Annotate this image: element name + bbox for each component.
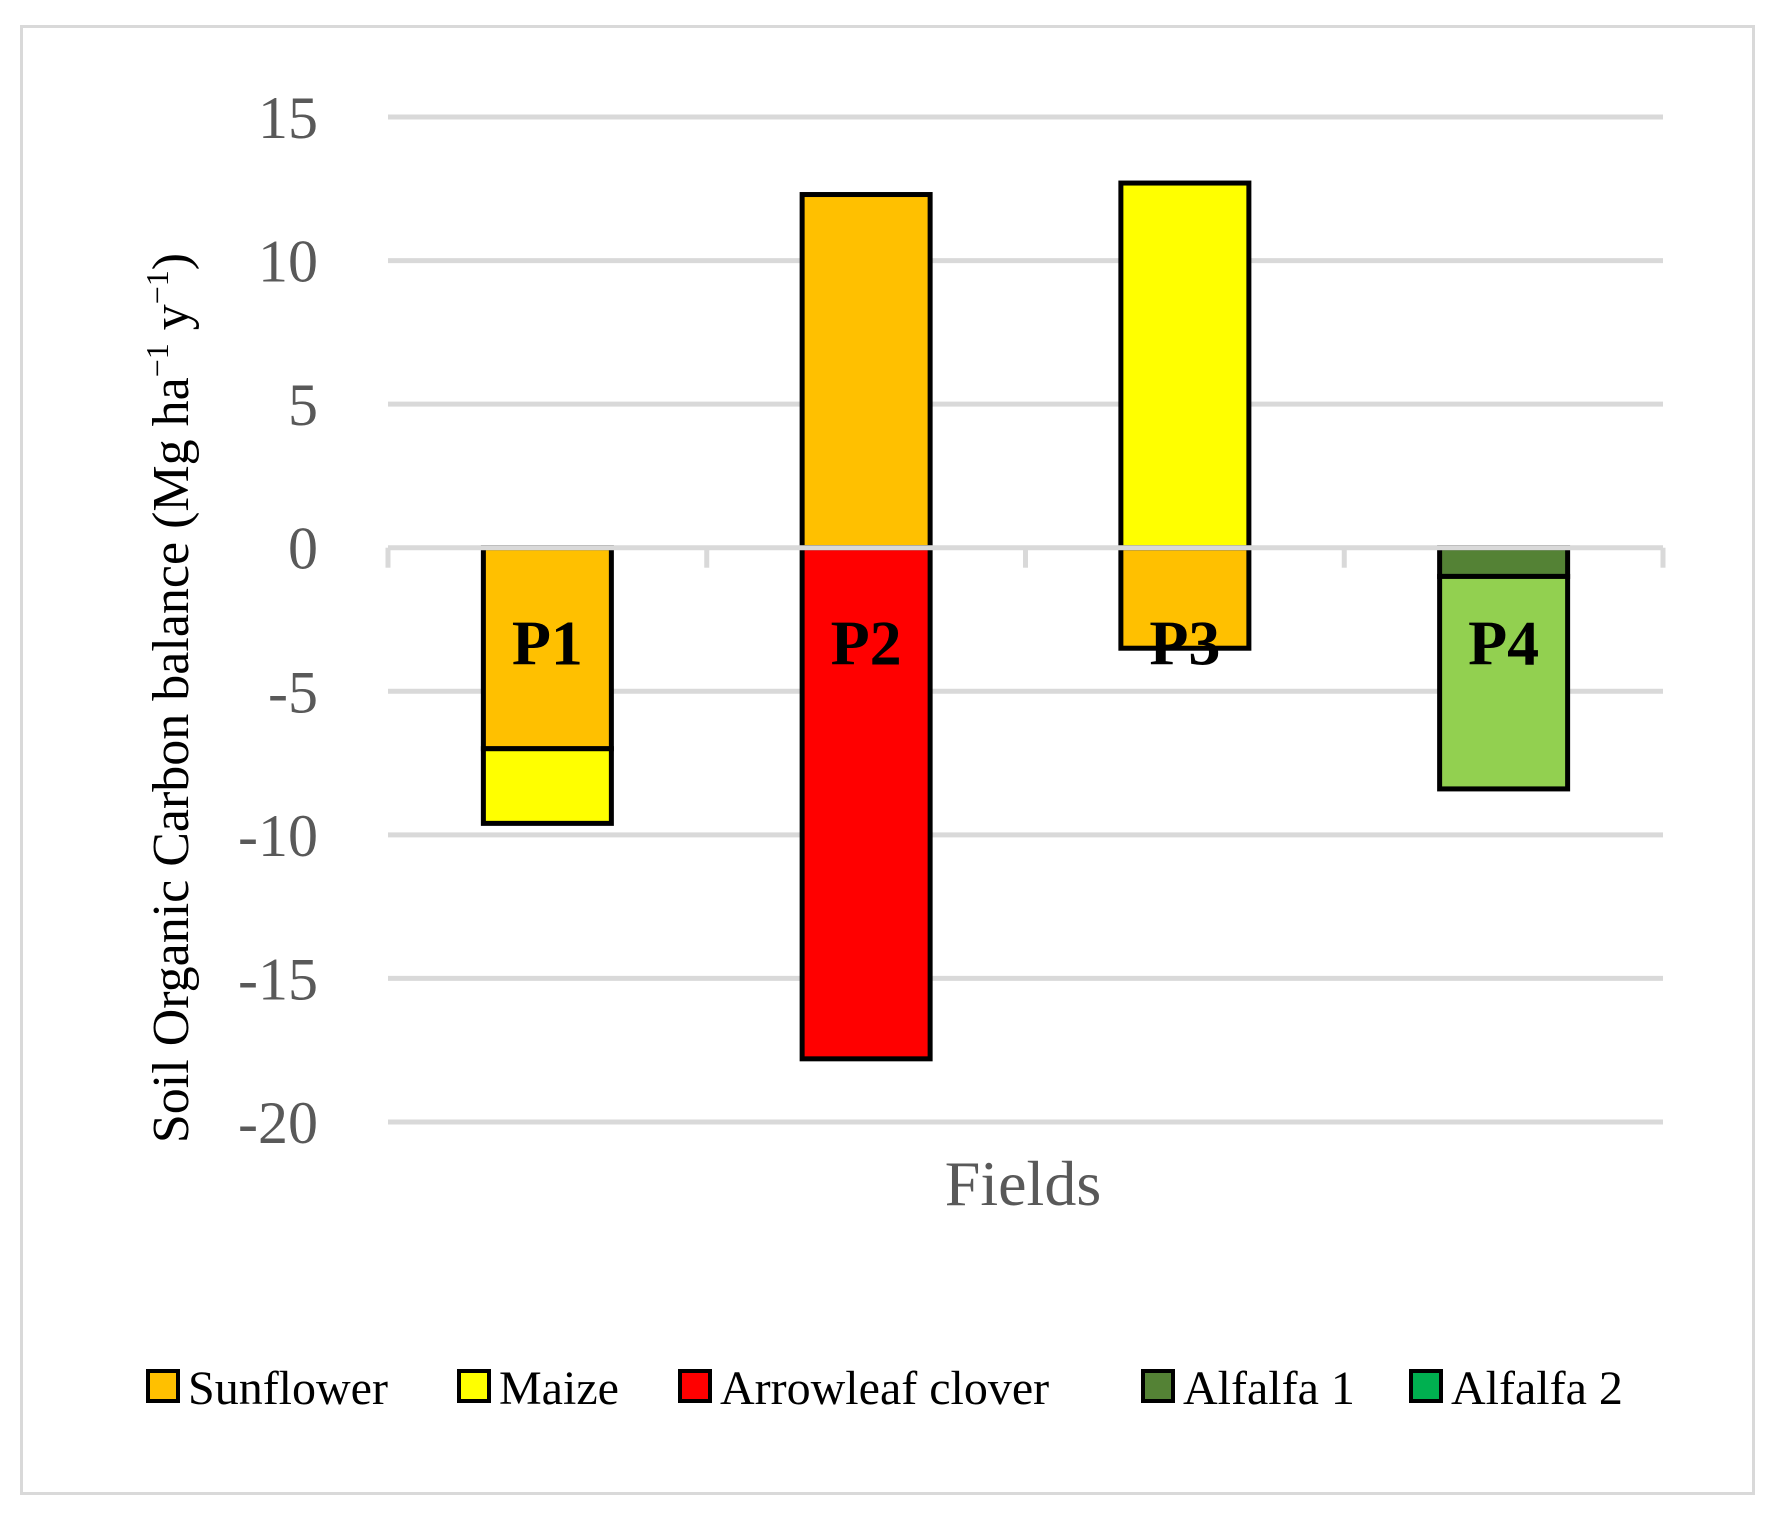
y-tick-label: -20 <box>238 1090 318 1156</box>
y-axis-title-end: ) <box>143 253 200 270</box>
field-label-p1: P1 <box>512 607 583 678</box>
legend-swatch <box>1409 1369 1443 1403</box>
y-tick-label: 0 <box>288 516 318 582</box>
gridlines <box>388 114 1663 1125</box>
bars <box>480 180 1571 1062</box>
bar-segment <box>1437 573 1571 792</box>
y-tick-label: 10 <box>258 229 318 295</box>
legend: Sunflower Maize Arrowleaf clover Alfalfa 1 A… <box>146 1362 1623 1415</box>
field-label-p4: P4 <box>1468 607 1539 678</box>
y-tick-label: 15 <box>258 85 318 151</box>
field-label-p3: P3 <box>1149 607 1220 678</box>
bar-segment <box>480 545 614 752</box>
legend-label: Alfalfa 1 <box>1183 1362 1355 1415</box>
field-labels: P1 P2 P3 P4 <box>512 607 1539 678</box>
y-tick-label: -5 <box>268 659 318 725</box>
bar-segment <box>1118 545 1252 651</box>
bar-segment <box>1437 545 1571 579</box>
y-axis-title-sup2: −1 <box>139 270 175 304</box>
y-tick-label: -10 <box>238 803 318 869</box>
y-tick-label: -15 <box>238 946 318 1012</box>
bar-segment <box>799 545 933 1062</box>
legend-label: Alfalfa 2 <box>1451 1362 1623 1415</box>
y-axis-title-mid: y <box>143 304 200 343</box>
x-axis <box>385 545 1666 568</box>
field-label-p2: P2 <box>831 607 902 678</box>
bar-segment <box>480 746 614 826</box>
legend-swatch <box>678 1369 712 1403</box>
y-tick-labels: 15 10 5 0 -5 -10 -15 -20 <box>238 85 318 1156</box>
legend-label: Arrowleaf clover <box>720 1362 1049 1415</box>
legend-swatch <box>146 1369 180 1403</box>
y-axis-title: Soil Organic Carbon balance (Mg ha−1 y−1… <box>139 253 200 1143</box>
legend-label: Sunflower <box>188 1362 388 1415</box>
y-axis-title-main: Soil Organic Carbon balance (Mg ha <box>143 377 200 1143</box>
legend-swatch <box>1141 1369 1175 1403</box>
y-tick-label: 5 <box>288 372 318 438</box>
bar-segment <box>799 192 933 551</box>
y-axis-title-sup1: −1 <box>139 343 175 377</box>
bar-segment <box>1118 180 1252 551</box>
legend-swatch <box>457 1369 491 1403</box>
x-axis-title: Fields <box>945 1148 1101 1219</box>
legend-label: Maize <box>499 1362 619 1415</box>
